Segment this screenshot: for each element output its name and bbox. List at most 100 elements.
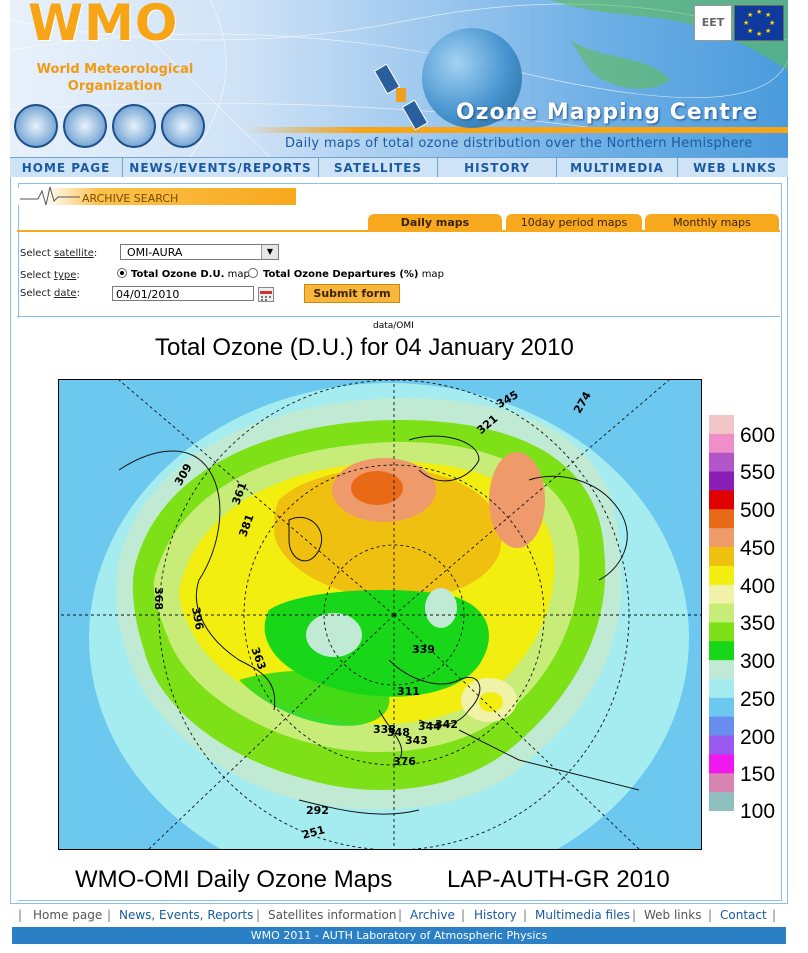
chevron-down-icon[interactable]: ▼	[261, 245, 278, 259]
legend-swatch	[709, 716, 734, 737]
legend-swatch	[709, 697, 734, 718]
link-separator: |	[708, 908, 713, 922]
legend-swatch	[709, 528, 734, 548]
link-separator: |	[398, 908, 403, 922]
nav-history[interactable]: HISTORY	[438, 158, 557, 178]
nav-web-links[interactable]: WEB LINKS	[693, 161, 777, 175]
eu-flag-logo[interactable]: ★ ★ ★ ★ ★ ★ ★ ★	[734, 5, 784, 41]
map-footer-right: LAP-AUTH-GR 2010	[447, 866, 670, 893]
type-label: Select type:	[20, 270, 80, 281]
tab-10day-period-maps[interactable]: 10day period maps	[506, 214, 642, 230]
legend-swatch	[709, 565, 734, 586]
contour-label: 368	[151, 587, 165, 610]
legend-label: 200	[740, 726, 776, 749]
lab-emblem-icon	[161, 104, 205, 148]
legend-swatch	[709, 471, 734, 491]
contour-label: 344	[418, 720, 441, 733]
contour-label: 311	[397, 685, 420, 698]
contour-label: 348	[387, 726, 410, 739]
partner-emblem-icon	[63, 104, 107, 148]
link-satellites-information[interactable]: Satellites information	[268, 908, 397, 922]
date-input[interactable]: 04/01/2010	[112, 286, 254, 301]
legend-swatch	[709, 433, 734, 454]
wmo-emblem-icon	[14, 104, 58, 148]
contour-label: 343	[405, 734, 428, 747]
link-separator: |	[107, 908, 112, 922]
pulse-icon	[20, 186, 80, 206]
type-radio-departures[interactable]	[248, 268, 258, 278]
university-emblem-icon	[112, 104, 156, 148]
legend-swatch	[709, 490, 734, 510]
satellite-icon	[373, 63, 429, 131]
calendar-icon[interactable]	[258, 287, 274, 302]
nav-home-page[interactable]: HOME PAGE	[10, 158, 123, 178]
legend-swatch	[709, 679, 734, 699]
link-contact[interactable]: Contact	[720, 908, 767, 922]
legend-swatch	[709, 603, 734, 623]
link-home-page[interactable]: Home page	[33, 908, 103, 922]
legend-swatch	[709, 660, 734, 680]
legend-swatch	[709, 773, 734, 793]
tab-monthly-maps[interactable]: Monthly maps	[645, 214, 779, 230]
link-news-events-reports[interactable]: News, Events, Reports	[119, 908, 254, 922]
submit-button[interactable]: Submit form	[304, 284, 400, 303]
link-separator: |	[772, 908, 777, 922]
legend-swatch	[709, 735, 734, 755]
banner-title: Ozone Mapping Centre	[456, 100, 759, 125]
map-data-source: data/OMI	[373, 321, 414, 331]
legend-label: 450	[740, 537, 776, 560]
legend-swatch	[709, 754, 734, 774]
tabs-underline	[17, 230, 780, 232]
contour-label: 339	[412, 643, 435, 656]
legend-label: 500	[740, 499, 776, 522]
type-option-departures-label: Total Ozone Departures (%) map	[263, 269, 444, 280]
legend-swatch	[709, 415, 734, 435]
legend-swatch	[709, 622, 734, 642]
legend-swatch	[709, 641, 734, 661]
wmo-logo[interactable]: WMO	[28, 0, 179, 52]
type-option-total-ozone-label: Total Ozone D.U. map	[131, 269, 250, 280]
satellite-select-value: OMI-AURA	[127, 246, 183, 259]
legend-label: 250	[740, 688, 776, 711]
legend-swatch	[709, 584, 734, 605]
legend-label: 350	[740, 612, 776, 635]
nav-satellites[interactable]: SATELLITES	[319, 158, 438, 178]
globe-icon	[422, 28, 522, 128]
legend-label: 100	[740, 800, 776, 823]
archive-header-bar	[16, 188, 296, 205]
ozone-map	[58, 379, 702, 850]
banner-accent-bar	[10, 127, 788, 133]
legend-label: 550	[740, 461, 776, 484]
date-label: Select date:	[20, 288, 80, 299]
link-multimedia-files[interactable]: Multimedia files	[535, 908, 631, 922]
satellite-select[interactable]: OMI-AURA ▼	[120, 244, 279, 260]
link-archive[interactable]: Archive	[410, 908, 455, 922]
main-nav: HOME PAGE NEWS/EVENTS/REPORTS SATELLITES…	[10, 157, 788, 179]
link-web-links[interactable]: Web links	[644, 908, 702, 922]
type-radio-total-ozone[interactable]	[117, 268, 127, 278]
legend-label: 150	[740, 763, 776, 786]
eet-logo[interactable]: ΕΕΤ	[694, 5, 732, 41]
legend-label: 600	[740, 424, 776, 447]
archive-header-title: ARCHIVE SEARCH	[82, 192, 179, 205]
map-footer-left: WMO-OMI Daily Ozone Maps	[75, 866, 393, 893]
footer-links: | Home page | News, Events, Reports | Sa…	[18, 906, 788, 924]
form-divider	[17, 316, 780, 317]
org-name-line1: World Meteorological	[36, 62, 194, 77]
contour-label: 338	[373, 723, 396, 736]
legend-swatch	[709, 547, 734, 567]
ozone-map-svg	[59, 380, 701, 849]
link-separator: |	[256, 908, 261, 922]
site-banner: WMO World Meteorological Organization Oz…	[10, 0, 788, 157]
legend-swatch	[709, 452, 734, 473]
legend-label: 300	[740, 650, 776, 673]
legend-swatch	[709, 509, 734, 529]
nav-news-events-reports[interactable]: NEWS/EVENTS/REPORTS	[123, 158, 319, 178]
map-title: Total Ozone (D.U.) for 04 January 2010	[155, 334, 574, 361]
link-history[interactable]: History	[474, 908, 517, 922]
tab-daily-maps[interactable]: Daily maps	[368, 214, 502, 230]
nav-multimedia[interactable]: MULTIMEDIA	[557, 158, 678, 178]
link-separator: |	[18, 908, 23, 922]
legend-label: 400	[740, 575, 776, 598]
banner-subtitle: Daily maps of total ozone distribution o…	[285, 136, 753, 151]
